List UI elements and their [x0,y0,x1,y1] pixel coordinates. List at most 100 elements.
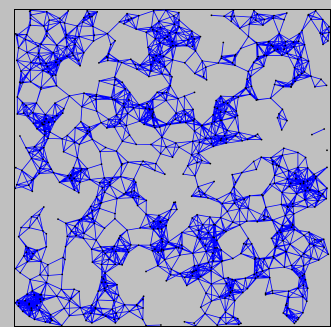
graph-node [190,195,193,198]
graph-node [144,107,147,110]
graph-node [120,164,123,167]
graph-node [39,298,41,300]
graph-node [45,10,48,13]
graph-node [294,80,296,83]
graph-node [281,224,284,227]
graph-node [212,260,215,262]
graph-node [204,244,207,247]
graph-node [216,324,219,327]
graph-node [106,127,108,129]
graph-node [232,316,235,319]
graph-node [64,222,67,225]
graph-node [129,58,132,61]
graph-node [327,253,330,256]
graph-node [91,322,93,324]
graph-node [222,41,225,44]
graph-node [242,242,245,245]
graph-node [66,235,69,238]
graph-node [160,237,163,240]
graph-node [79,64,81,67]
graph-node [293,77,296,80]
graph-node [273,174,276,177]
graph-node [256,220,259,223]
graph-node [246,138,249,141]
graph-node [312,244,315,247]
graph-node [256,98,259,101]
graph-node [298,32,301,35]
graph-node [66,55,68,58]
graph-node [146,102,148,105]
graph-node [237,96,240,98]
graph-node [152,228,155,231]
graph-node [311,133,313,136]
graph-node [280,231,282,234]
graph-node [301,296,304,298]
graph-node [128,310,131,313]
graph-node [123,303,126,306]
graph-node [209,162,212,165]
graph-node [151,28,154,31]
graph-node [278,229,281,232]
graph-node [284,44,287,47]
graph-node [90,248,93,251]
graph-node [24,299,26,302]
graph-node [292,224,294,227]
graph-node [155,54,158,57]
graph-node [308,231,310,234]
graph-node [22,81,24,84]
graph-node [127,251,130,254]
graph-node [248,194,251,197]
graph-node [201,223,204,226]
graph-node [170,268,173,271]
graph-node [109,43,112,46]
graph-node [74,43,76,46]
graph-node [74,38,76,40]
graph-node [293,322,296,325]
graph-node [254,19,257,21]
graph-node [295,177,297,180]
graph-node [100,263,103,266]
graph-node [124,87,127,90]
graph-node [120,61,123,64]
graph-node [221,202,224,205]
graph-node [283,18,285,21]
graph-node [175,112,178,114]
graph-node [291,268,293,271]
plot-frame [14,9,331,327]
graph-node [191,45,194,48]
graph-node [236,114,239,117]
graph-node [245,220,248,223]
graph-node [115,150,118,153]
graph-node [78,143,81,146]
graph-node [319,32,321,34]
graph-node [263,258,266,260]
graph-node [50,317,52,320]
graph-node [198,141,201,144]
graph-node [199,306,202,309]
graph-edge-set [14,9,330,327]
graph-node [21,102,24,104]
graph-node [182,173,185,176]
graph-node [284,250,287,253]
graph-node [55,44,58,46]
graph-node [46,34,48,37]
graph-node [68,299,71,302]
graph-node [64,245,67,248]
graph-node [80,217,83,220]
graph-node [150,70,152,72]
graph-node [98,80,101,82]
graph-node [222,277,225,280]
graph-node [194,175,196,177]
graph-node [138,195,140,198]
graph-node [33,145,36,148]
graph-node [160,324,162,326]
graph-node [111,308,113,310]
graph-node [108,258,110,260]
graph-node [73,141,76,144]
graph-node [154,169,156,172]
graph-node [205,292,207,294]
graph-node [79,170,82,172]
graph-node [32,177,35,180]
graph-node [272,255,274,258]
graph-node [244,87,247,89]
